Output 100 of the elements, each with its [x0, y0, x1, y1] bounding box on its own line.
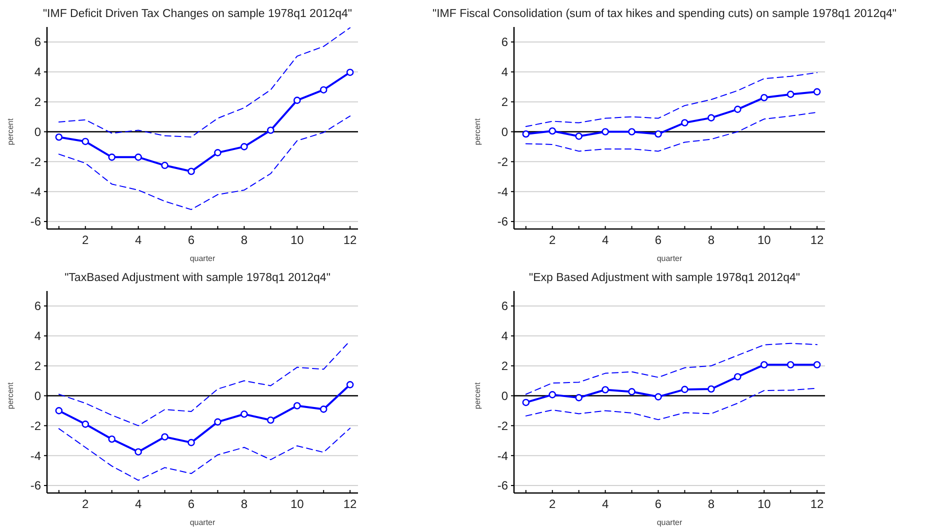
line-series	[525, 342, 818, 395]
y-tick-label: 4	[34, 329, 42, 344]
y-tick-label: 2	[501, 359, 508, 374]
x-tick-label: 10	[290, 497, 304, 511]
point	[654, 393, 662, 400]
y-tick-label: -2	[497, 154, 508, 169]
point	[240, 410, 248, 418]
y-tick-label: -4	[497, 448, 508, 463]
point	[681, 119, 688, 126]
x-axis-title: quarter	[656, 518, 683, 527]
point	[240, 143, 248, 150]
point	[708, 114, 715, 122]
x-tick-label: 8	[240, 497, 248, 511]
point	[108, 154, 116, 161]
y-tick-label: 0	[501, 388, 508, 403]
x-tick-label: 2	[549, 233, 556, 247]
x-tick-label: 6	[188, 233, 195, 247]
chart-title: "IMF Fiscal Consolidation (sum of tax hikes and spending cuts) on sample 1978q1 2012q4"	[432, 8, 896, 20]
y-axis-title: percent	[6, 118, 15, 146]
x-axis-title: quarter	[190, 254, 216, 263]
point	[786, 90, 794, 98]
x-tick-label: 4	[602, 497, 609, 511]
point	[708, 385, 715, 393]
x-tick-label: 10	[757, 233, 772, 247]
point	[55, 407, 63, 414]
y-tick-label: -2	[30, 418, 42, 433]
point	[602, 386, 609, 394]
point	[267, 416, 274, 424]
point	[734, 373, 742, 380]
x-tick-label: 10	[757, 497, 772, 511]
x-tick-label: 2	[82, 233, 90, 247]
y-tick-label: 2	[501, 95, 508, 110]
y-axis-title: percent	[473, 382, 482, 410]
x-tick-label: 6	[654, 233, 662, 247]
point	[320, 86, 328, 94]
y-tick-label: -6	[497, 214, 508, 229]
point	[628, 128, 636, 136]
line-series	[58, 116, 351, 210]
y-axis-title: percent	[473, 118, 482, 146]
y-tick-label: -4	[497, 184, 508, 199]
x-tick-label: 8	[708, 233, 715, 247]
point	[602, 128, 609, 136]
point	[346, 68, 354, 76]
y-tick-label: 4	[501, 329, 508, 344]
y-tick-label: 2	[34, 359, 42, 374]
x-tick-label: 8	[240, 233, 248, 247]
point	[320, 406, 328, 413]
x-tick-label: 10	[290, 233, 304, 247]
point	[161, 162, 168, 170]
point	[188, 438, 195, 446]
chart-title: "IMF Deficit Driven Tax Changes on sample 1978q1 2012q4"	[42, 8, 352, 20]
point	[108, 435, 116, 443]
y-tick-label: 2	[34, 95, 42, 110]
x-tick-label: 2	[549, 497, 556, 511]
line-series	[525, 72, 818, 128]
x-tick-label: 12	[810, 497, 824, 511]
point	[681, 386, 688, 394]
point	[82, 420, 90, 428]
y-tick-label: 0	[34, 124, 42, 139]
line-series	[58, 27, 351, 138]
point	[628, 388, 636, 396]
point	[548, 127, 556, 135]
y-tick-label: 4	[501, 65, 508, 80]
point	[188, 168, 195, 176]
point	[786, 361, 794, 368]
point	[267, 126, 274, 134]
point	[161, 433, 168, 441]
point	[55, 133, 63, 141]
point	[654, 130, 662, 138]
point	[548, 391, 556, 398]
point	[734, 106, 742, 113]
point	[134, 448, 142, 456]
chart-title: "Exp Based Adjustment with sample 1978q1 2012q4"	[529, 272, 800, 284]
y-tick-label: 0	[501, 124, 508, 139]
y-tick-label: -6	[497, 478, 508, 493]
point	[760, 94, 768, 102]
x-tick-label: 12	[343, 233, 358, 247]
y-tick-label: 6	[501, 35, 508, 50]
x-tick-label: 12	[343, 497, 358, 511]
point	[293, 402, 301, 410]
x-tick-label: 6	[654, 497, 662, 511]
x-axis-title: quarter	[656, 254, 683, 263]
point	[813, 88, 821, 96]
x-tick-label: 4	[134, 497, 142, 511]
y-tick-label: -4	[30, 448, 42, 463]
x-tick-label: 2	[82, 497, 90, 511]
y-tick-label: 6	[34, 35, 42, 50]
y-tick-label: 6	[34, 299, 42, 314]
line-series	[58, 340, 351, 426]
y-tick-label: -6	[30, 214, 42, 229]
x-axis-title: quarter	[190, 518, 216, 527]
x-tick-label: 12	[810, 233, 824, 247]
x-tick-label: 8	[708, 497, 715, 511]
point	[813, 361, 821, 368]
point	[346, 381, 354, 388]
point	[575, 132, 582, 140]
y-axis-title: percent	[6, 382, 15, 410]
y-tick-label: -6	[30, 478, 42, 493]
x-tick-label: 4	[602, 233, 609, 247]
point	[82, 138, 90, 146]
